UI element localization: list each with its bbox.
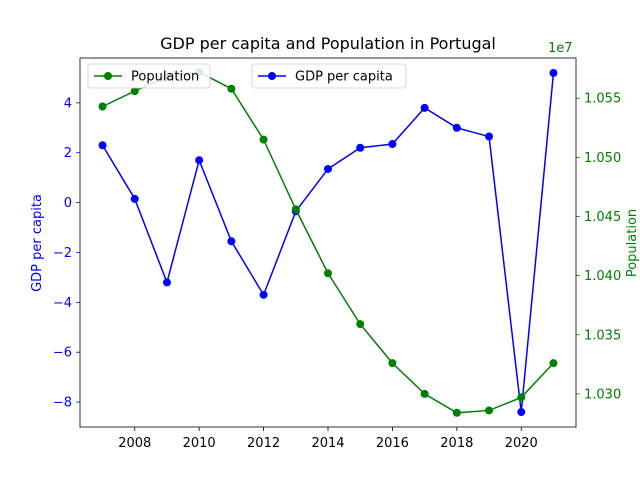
gdp-per-capita-point (388, 140, 397, 149)
gdp-per-capita-point (549, 68, 558, 77)
population-point (98, 102, 107, 111)
gdp-per-capita-point (452, 123, 461, 132)
chart-title: GDP per capita and Population in Portuga… (160, 34, 496, 53)
legend-box (87, 63, 211, 89)
population-point (324, 269, 332, 278)
y-right-tick-label: 1.030 (584, 387, 621, 402)
x-tick-label: 2020 (505, 436, 538, 451)
x-tick-label: 2010 (183, 436, 216, 451)
y-right-tick-label: 1.035 (584, 328, 621, 343)
legend-box (251, 63, 407, 89)
x-tick-label: 2014 (311, 436, 344, 451)
gdp-per-capita-point (356, 143, 365, 152)
plot-frame (79, 57, 577, 428)
population-point (291, 205, 300, 214)
gdp-per-capita-point (195, 156, 204, 165)
legend-population: Population (87, 63, 211, 89)
y-left-axis-title: GDP per capita (30, 194, 45, 292)
population-point (420, 389, 429, 398)
population-point (549, 359, 558, 368)
y-left-tick-label: 0 (64, 196, 72, 211)
legend-label: Population (131, 70, 199, 85)
legend-label: GDP per capita (295, 70, 393, 85)
population-point (227, 84, 236, 93)
population-point (259, 135, 268, 144)
y-right-offset-text: 1e7 (548, 41, 573, 56)
gdp-per-capita-line (101, 72, 555, 413)
gdp-per-capita-point (162, 278, 171, 287)
x-tick-label: 2016 (376, 436, 409, 451)
x-tick-label: 2018 (440, 436, 473, 451)
gdp-per-capita-point (324, 164, 332, 173)
y-right-tick-label: 1.050 (584, 151, 621, 166)
population-line (102, 71, 555, 414)
legend-gdp-per-capita: GDP per capita (251, 63, 407, 89)
y-right-axis-title: Population (625, 209, 640, 277)
gdp-per-capita-point (259, 290, 268, 299)
y-left-tick-label: −8 (53, 396, 72, 411)
population-point (356, 320, 365, 329)
y-right-tick-label: 1.040 (584, 269, 621, 284)
y-left-tick-label: −2 (53, 246, 72, 261)
population-point (517, 393, 526, 402)
gdp-per-capita-point (485, 132, 494, 141)
y-left-tick-label: −6 (53, 346, 72, 361)
y-right-tick-label: 1.055 (584, 92, 621, 107)
y-left-tick-label: 2 (64, 146, 72, 161)
gdp-per-capita-point (98, 141, 107, 150)
gdp-per-capita-point (227, 237, 236, 246)
legend-marker (268, 72, 276, 80)
x-tick-label: 2008 (118, 436, 151, 451)
population-point (130, 87, 139, 96)
population-point (485, 406, 494, 415)
gdp-per-capita-point (420, 103, 429, 112)
y-left-tick-label: −4 (53, 296, 72, 311)
population-point (388, 359, 397, 368)
y-right-tick-label: 1.045 (584, 210, 621, 225)
population-point (452, 408, 461, 417)
gdp-per-capita-point (130, 194, 139, 203)
y-left-tick-label: 4 (64, 96, 72, 111)
gdp-per-capita-point (517, 408, 526, 417)
legend-marker (104, 72, 112, 80)
x-tick-label: 2012 (247, 436, 280, 451)
